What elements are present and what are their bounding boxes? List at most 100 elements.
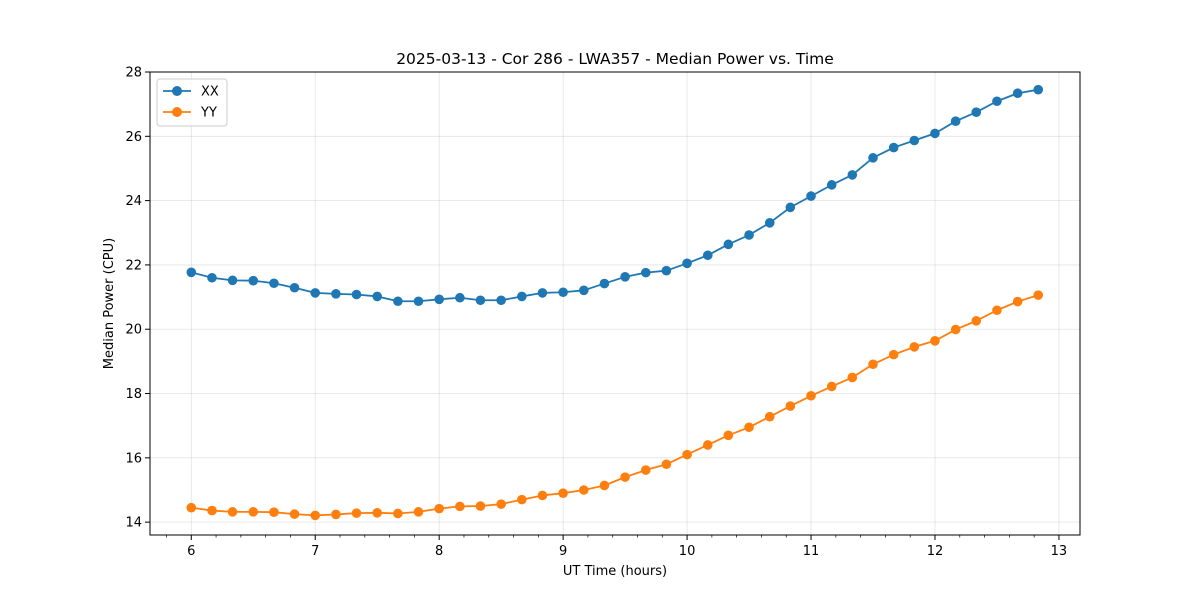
- data-point-xx: [289, 282, 300, 293]
- data-point-yy: [248, 507, 259, 517]
- data-point-xx: [579, 285, 589, 296]
- data-point-xx: [723, 239, 734, 250]
- data-point-yy: [888, 349, 899, 360]
- legend-label-xx: XX: [201, 85, 219, 100]
- data-point-xx: [517, 291, 527, 302]
- data-point-xx: [496, 295, 506, 306]
- data-point-yy: [186, 502, 197, 513]
- data-point-yy: [517, 494, 527, 505]
- data-point-yy: [331, 509, 341, 520]
- x-axis-label: UT Time (hours): [563, 564, 667, 579]
- legend-label-yy: YY: [200, 106, 217, 121]
- y-tick-label: 28: [125, 66, 142, 81]
- data-point-yy: [558, 488, 568, 499]
- data-point-xx: [930, 128, 940, 139]
- data-point-yy: [909, 342, 920, 352]
- data-point-xx: [413, 296, 424, 307]
- y-tick-label: 16: [125, 451, 142, 466]
- legend: XX YY: [156, 78, 228, 127]
- data-point-yy: [207, 505, 217, 516]
- x-tick-label: 6: [187, 544, 195, 559]
- data-point-yy: [372, 508, 383, 518]
- data-point-yy: [641, 465, 651, 475]
- ticks: 6 7 8 9 10 11 12 13 14 16 18 20 22 24 26 28: [125, 66, 1067, 560]
- data-point-xx: [682, 258, 692, 269]
- data-point-yy: [434, 503, 444, 514]
- data-point-yy: [764, 411, 775, 422]
- data-point-yy: [930, 336, 940, 346]
- x-tick-label: 13: [1051, 544, 1068, 559]
- data-point-xx: [227, 275, 238, 286]
- data-point-yy: [806, 390, 816, 401]
- data-point-yy: [227, 507, 238, 517]
- data-point-yy: [785, 401, 796, 411]
- y-tick-label: 20: [125, 323, 142, 338]
- data-point-xx: [558, 287, 568, 298]
- data-point-xx: [702, 250, 713, 261]
- data-point-yy: [971, 316, 982, 326]
- data-point-xx: [847, 170, 858, 180]
- data-point-yy: [537, 490, 548, 501]
- data-point-yy: [826, 381, 837, 392]
- data-point-xx: [868, 153, 878, 163]
- data-point-yy: [744, 422, 754, 433]
- data-point-yy: [682, 449, 692, 460]
- data-point-xx: [826, 180, 837, 190]
- data-point-yy: [992, 305, 1002, 316]
- data-point-yy: [847, 372, 858, 383]
- data-point-yy: [1033, 290, 1044, 300]
- data-point-yy: [310, 510, 321, 521]
- data-point-xx: [207, 272, 217, 283]
- data-point-xx: [744, 230, 754, 240]
- data-point-xx: [1012, 88, 1023, 99]
- data-point-yy: [455, 501, 465, 512]
- data-point-yy: [496, 499, 506, 509]
- data-point-yy: [620, 472, 630, 482]
- data-point-yy: [413, 507, 424, 517]
- data-point-xx: [641, 267, 651, 278]
- data-point-yy: [723, 430, 734, 441]
- data-point-xx: [393, 296, 403, 307]
- data-point-xx: [351, 289, 362, 300]
- legend-marker-xx: [172, 86, 182, 96]
- data-point-xx: [372, 291, 383, 302]
- data-point-xx: [331, 289, 341, 299]
- data-point-xx: [186, 267, 197, 278]
- y-axis-label: Median Power (CPU): [102, 238, 117, 369]
- x-tick-label: 10: [679, 544, 696, 559]
- data-point-xx: [785, 202, 796, 213]
- y-tick-label: 14: [125, 516, 142, 531]
- data-point-xx: [248, 275, 259, 286]
- data-point-yy: [868, 359, 878, 370]
- data-point-xx: [434, 294, 444, 305]
- data-point-xx: [950, 116, 961, 126]
- data-point-xx: [888, 142, 899, 153]
- data-point-yy: [289, 509, 300, 519]
- data-point-yy: [599, 480, 610, 491]
- data-point-xx: [971, 107, 982, 117]
- data-point-xx: [661, 265, 672, 276]
- y-tick-label: 26: [125, 130, 142, 145]
- chart-title: 2025-03-13 - Cor 286 - LWA357 - Median P…: [396, 50, 834, 68]
- series-layer: [186, 84, 1044, 521]
- data-point-xx: [310, 288, 321, 298]
- y-tick-label: 18: [125, 387, 142, 402]
- data-point-yy: [1012, 296, 1023, 307]
- data-point-xx: [992, 96, 1002, 107]
- legend-marker-yy: [172, 107, 182, 117]
- data-point-xx: [909, 135, 920, 146]
- y-tick-label: 24: [125, 194, 142, 209]
- data-point-xx: [620, 272, 630, 282]
- data-point-yy: [661, 459, 672, 470]
- y-tick-label: 22: [125, 258, 142, 273]
- x-tick-label: 8: [435, 544, 443, 559]
- data-point-xx: [537, 288, 548, 298]
- data-point-xx: [599, 278, 610, 289]
- data-point-yy: [393, 508, 403, 519]
- x-tick-label: 12: [927, 544, 944, 559]
- data-point-xx: [455, 292, 465, 303]
- data-point-xx: [475, 295, 486, 306]
- x-tick-label: 7: [311, 544, 319, 559]
- data-point-xx: [764, 218, 775, 228]
- data-point-xx: [1033, 84, 1044, 95]
